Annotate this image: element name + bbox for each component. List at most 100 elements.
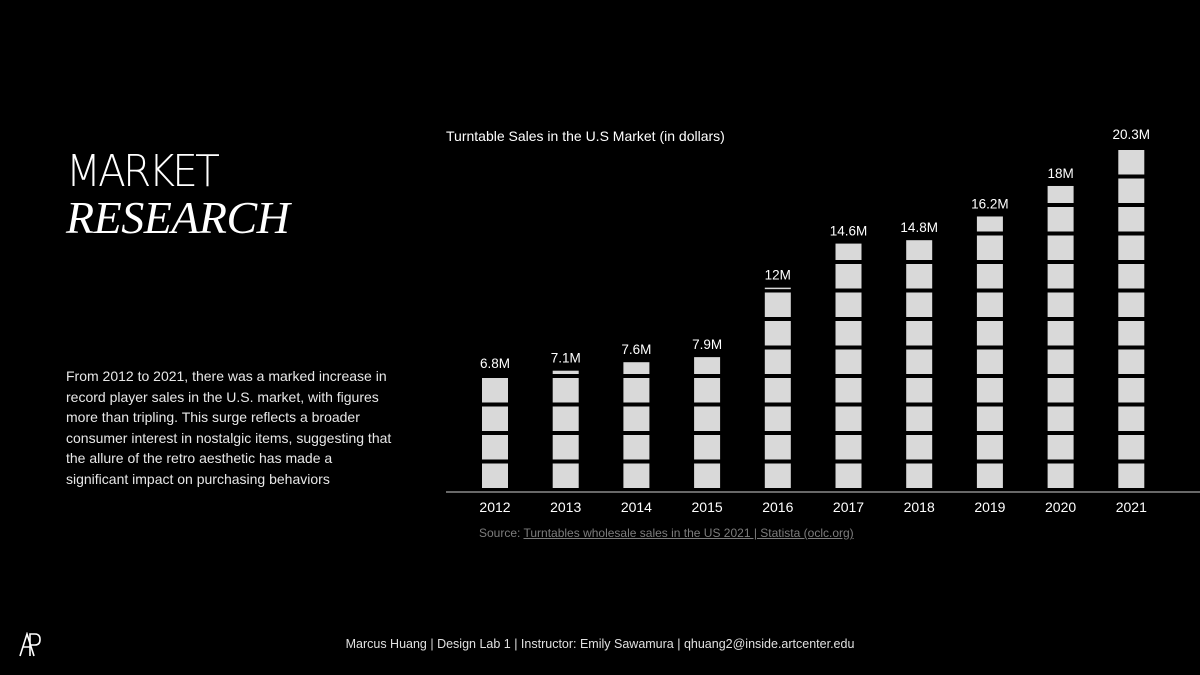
- bar-segment: [1047, 185, 1074, 203]
- bar-segment: [835, 292, 862, 317]
- bar-segment: [1118, 292, 1145, 317]
- bar-segment: [1118, 349, 1145, 374]
- bar-segment: [835, 406, 862, 431]
- data-label-2015: 7.9M: [692, 337, 722, 352]
- bar-segment: [1047, 264, 1074, 289]
- data-label-2018: 14.8M: [900, 220, 938, 235]
- bar-segment: [976, 292, 1003, 317]
- data-label-2017: 14.6M: [830, 224, 868, 239]
- bar-segment: [1118, 207, 1145, 232]
- bar-segment: [976, 406, 1003, 431]
- bar-segment: [1047, 378, 1074, 403]
- data-label-2020: 18M: [1047, 166, 1073, 181]
- tick-label-2021: 2021: [1116, 499, 1147, 515]
- bar-segment: [835, 243, 862, 260]
- bar-segment: [482, 406, 508, 431]
- bar-segment: [1118, 321, 1145, 346]
- bar-2018: [906, 240, 933, 488]
- description-text: From 2012 to 2021, there was a marked in…: [66, 368, 392, 487]
- bar-2019: [976, 216, 1003, 488]
- bar-segment: [1047, 435, 1074, 460]
- bar-segment: [976, 435, 1003, 460]
- bar-segment: [552, 370, 579, 374]
- bar-segment: [694, 378, 721, 403]
- bar-segment: [694, 463, 721, 488]
- bar-segment: [764, 292, 791, 317]
- bar-2016: [764, 287, 791, 488]
- bar-segment: [976, 463, 1003, 488]
- bar-2015: [694, 357, 721, 488]
- bar-segment: [764, 378, 791, 403]
- data-label-2019: 16.2M: [971, 196, 1009, 211]
- bar-2020: [1047, 185, 1074, 488]
- bar-segment: [976, 349, 1003, 374]
- bar-segment: [764, 435, 791, 460]
- data-label-2014: 7.6M: [621, 342, 651, 357]
- bar-segment: [1118, 178, 1145, 203]
- tick-label-2020: 2020: [1045, 499, 1076, 515]
- bar-2017: [835, 243, 862, 488]
- tick-label-2014: 2014: [621, 499, 652, 515]
- bar-segment: [906, 349, 933, 374]
- bar-segment: [764, 287, 791, 290]
- tick-label-2019: 2019: [974, 499, 1005, 515]
- bar-segment: [976, 378, 1003, 403]
- bar-segment: [623, 463, 650, 488]
- bar-segment: [482, 435, 508, 460]
- bar-segment: [906, 406, 933, 431]
- bar-segment: [1118, 378, 1145, 403]
- bar-segment: [1118, 264, 1145, 289]
- bar-segment: [835, 378, 862, 403]
- bar-segment: [906, 264, 933, 289]
- bar-segment: [906, 292, 933, 317]
- bar-segment: [623, 378, 650, 403]
- bar-2013: [552, 370, 579, 488]
- bar-segment: [976, 235, 1003, 260]
- tick-label-2018: 2018: [904, 499, 935, 515]
- bar-segment: [482, 378, 508, 403]
- bar-segment: [906, 435, 933, 460]
- bar-segment: [835, 463, 862, 488]
- bar-segment: [552, 435, 579, 460]
- title-research: RESEARCH: [66, 192, 290, 243]
- bar-2012: [482, 378, 508, 488]
- bar-segment: [976, 264, 1003, 289]
- bar-segment: [976, 216, 1003, 232]
- bar-segment: [623, 406, 650, 431]
- chart-title: Turntable Sales in the U.S Market (in do…: [446, 128, 725, 144]
- bar-segment: [694, 357, 721, 374]
- tick-label-2015: 2015: [692, 499, 723, 515]
- tick-label-2016: 2016: [762, 499, 793, 515]
- bar-segment: [623, 435, 650, 460]
- bar-segment: [1118, 435, 1145, 460]
- source-prefix: Source:: [479, 526, 524, 540]
- bar-segment: [1047, 463, 1074, 488]
- bar-segment: [552, 463, 579, 488]
- bar-segment: [906, 321, 933, 346]
- bar-segment: [1047, 292, 1074, 317]
- bar-segment: [1047, 406, 1074, 431]
- bar-segment: [1118, 235, 1145, 260]
- bar-segment: [552, 378, 579, 403]
- bar-segment: [906, 463, 933, 488]
- tick-label-2012: 2012: [479, 499, 510, 515]
- data-label-2013: 7.1M: [551, 351, 581, 366]
- bar-segment: [694, 435, 721, 460]
- bar-segment: [1047, 321, 1074, 346]
- tick-label-2013: 2013: [550, 499, 581, 515]
- tick-label-2017: 2017: [833, 499, 864, 515]
- source-link[interactable]: Turntables wholesale sales in the US 202…: [523, 526, 854, 540]
- ap-logo-icon: [19, 632, 41, 657]
- bar-segment: [764, 406, 791, 431]
- bar-segment: [764, 463, 791, 488]
- bar-segment: [1047, 207, 1074, 232]
- bar-segment: [552, 406, 579, 431]
- source-citation: Source: Turntables wholesale sales in th…: [479, 526, 854, 540]
- bar-segment: [764, 321, 791, 346]
- bar-segment: [764, 349, 791, 374]
- title-market: MARKET: [66, 146, 220, 197]
- bar-segment: [976, 321, 1003, 346]
- bar-segment: [623, 362, 650, 374]
- bar-segment: [906, 240, 933, 260]
